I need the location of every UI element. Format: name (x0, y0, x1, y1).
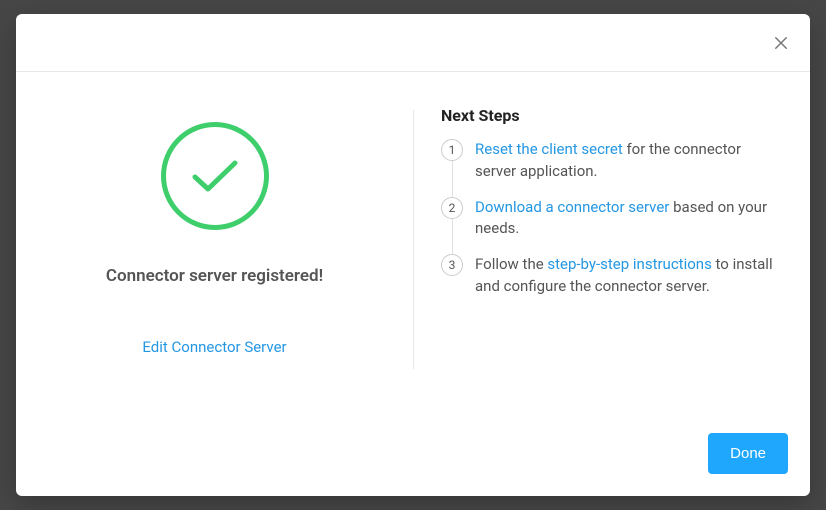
next-steps-title: Next Steps (441, 106, 782, 125)
step-item: 1 Reset the client secret for the connec… (441, 139, 782, 197)
reset-client-secret-link[interactable]: Reset the client secret (475, 140, 623, 158)
step-pre: Follow the (475, 255, 547, 273)
next-steps-panel: Next Steps 1 Reset the client secret for… (413, 72, 810, 417)
step-item: 3 Follow the step-by-step instructions t… (441, 254, 782, 312)
step-connector (452, 161, 453, 201)
step-text: Follow the step-by-step instructions to … (475, 254, 782, 298)
modal-header (16, 14, 810, 72)
modal-body: Connector server registered! Edit Connec… (16, 72, 810, 417)
vertical-divider (413, 110, 414, 369)
download-connector-link[interactable]: Download a connector server (475, 198, 669, 216)
close-button[interactable] (768, 30, 794, 56)
step-number: 1 (441, 139, 463, 161)
step-text: Reset the client secret for the connecto… (475, 139, 782, 183)
steps-list: 1 Reset the client secret for the connec… (441, 139, 782, 312)
success-panel: Connector server registered! Edit Connec… (16, 72, 413, 417)
step-number: 2 (441, 197, 463, 219)
step-text: Download a connector server based on you… (475, 197, 782, 241)
success-check-icon (161, 122, 269, 230)
step-number: 3 (441, 254, 463, 276)
step-connector (452, 219, 453, 259)
done-button[interactable]: Done (708, 433, 788, 474)
step-item: 2 Download a connector server based on y… (441, 197, 782, 255)
instructions-link[interactable]: step-by-step instructions (547, 255, 711, 273)
success-message: Connector server registered! (106, 266, 323, 286)
edit-connector-link[interactable]: Edit Connector Server (142, 338, 286, 356)
modal-dialog: Connector server registered! Edit Connec… (16, 14, 810, 496)
close-icon (772, 34, 790, 52)
modal-footer: Done (16, 417, 810, 496)
